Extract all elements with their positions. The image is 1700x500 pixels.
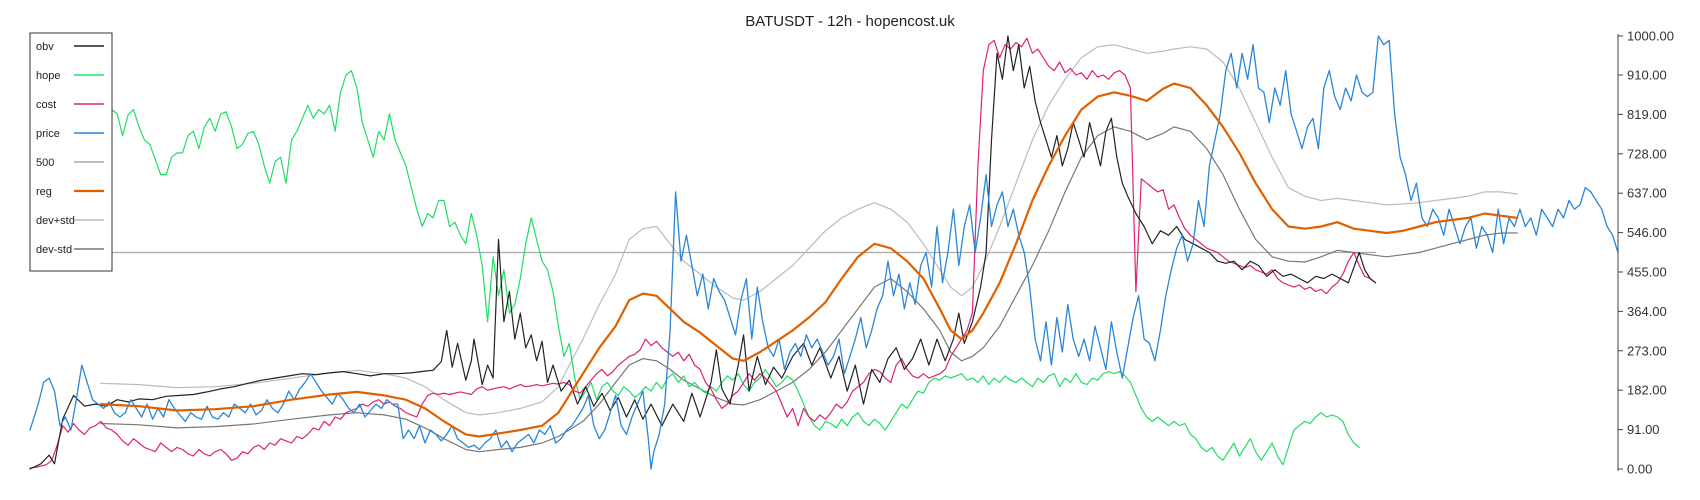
series-line-price — [29, 35, 1619, 470]
legend-label: obv — [36, 41, 54, 53]
y-axis-right: 0.00 91.00 182.00 273.00 364.00 455.00 546.00 6… — [1617, 29, 1674, 477]
legend-label: price — [36, 128, 60, 140]
y-tick-label: 1000.00 — [1627, 29, 1674, 44]
legend-label: cost — [36, 99, 56, 111]
y-tick-label: 364.00 — [1627, 304, 1667, 319]
chart-title: BATUSDT - 12h - hopencost.uk — [745, 13, 955, 30]
y-tick-label: 182.00 — [1627, 383, 1667, 398]
legend-label: reg — [36, 186, 52, 198]
y-tick-label: 910.00 — [1627, 67, 1667, 82]
series-line-cost — [29, 37, 1377, 469]
y-tick-label: 728.00 — [1627, 146, 1667, 161]
legend-label: dev-std — [36, 244, 72, 256]
legend-box — [29, 32, 113, 272]
series-line-hope — [100, 70, 1360, 466]
series-line-dev-std — [100, 44, 1518, 416]
y-tick-label: 273.00 — [1627, 343, 1667, 358]
legend: obv hope cost price 500 reg dev+std dev-std — [29, 32, 113, 272]
y-tick-label: 91.00 — [1627, 422, 1660, 437]
series-line-obv — [29, 35, 1377, 470]
series-line-reg — [99, 82, 1519, 438]
legend-label: dev+std — [36, 215, 75, 227]
y-tick-label: 819.00 — [1627, 107, 1667, 122]
plot-area — [29, 35, 1619, 470]
y-tick-label: 0.00 — [1627, 462, 1652, 477]
legend-label: hope — [36, 70, 60, 82]
y-tick-label: 546.00 — [1627, 225, 1667, 240]
legend-label: 500 — [36, 157, 54, 169]
y-tick-label: 455.00 — [1627, 264, 1667, 279]
y-tick-label: 637.00 — [1627, 186, 1667, 201]
series-line-dev-std — [100, 126, 1518, 453]
